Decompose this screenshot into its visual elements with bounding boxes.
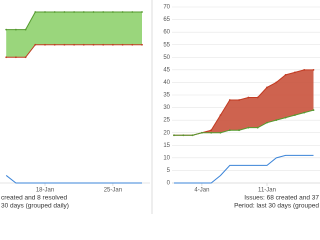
point: [191, 134, 194, 137]
point: [73, 43, 75, 46]
point: [173, 134, 175, 137]
y-tick-label: 60: [163, 30, 170, 36]
point: [131, 11, 134, 13]
point: [44, 11, 46, 13]
point: [275, 119, 278, 122]
series-line: [174, 109, 314, 136]
point: [238, 129, 241, 132]
point: [303, 111, 306, 114]
point: [63, 11, 66, 13]
point: [256, 96, 259, 99]
point: [312, 68, 315, 71]
point: [63, 43, 66, 46]
point: [5, 56, 8, 59]
point: [284, 116, 287, 119]
y-tick-label: 20: [163, 130, 170, 136]
point: [24, 56, 27, 59]
point: [238, 99, 241, 101]
y-tick-label: 15: [163, 143, 170, 149]
point: [228, 99, 231, 101]
point: [141, 11, 143, 13]
point: [266, 121, 268, 124]
point: [219, 114, 222, 117]
point: [15, 28, 17, 31]
point: [284, 73, 287, 76]
point: [53, 11, 56, 13]
point: [53, 43, 56, 46]
point: [34, 11, 37, 13]
x-tick-label: 11-Jan: [258, 188, 276, 194]
point: [210, 131, 213, 134]
y-tick-label: 55: [163, 42, 170, 48]
y-tick-label: 65: [163, 17, 170, 23]
point: [92, 43, 95, 46]
point: [219, 131, 222, 134]
y-tick-label: 45: [163, 67, 170, 73]
point: [247, 96, 250, 99]
point: [201, 131, 203, 134]
footer-text: created and 8 resolved: [1, 195, 68, 202]
footer-text: 30 days (grouped daily): [1, 203, 69, 210]
point: [112, 43, 114, 46]
point: [131, 43, 134, 46]
fill-between: [6, 12, 143, 58]
point: [102, 11, 105, 13]
point: [266, 86, 268, 89]
y-tick-label: 50: [163, 55, 170, 61]
y-tick-label: 40: [163, 80, 170, 86]
point: [24, 28, 27, 31]
x-tick-label: 25-Jan: [104, 188, 122, 194]
point: [102, 43, 105, 46]
y-tick-label: 35: [163, 93, 170, 99]
fill-between: [174, 69, 314, 136]
x-tick-label: 4-Jan: [194, 188, 209, 194]
point: [141, 43, 143, 46]
point: [312, 109, 315, 111]
y-tick-label: 10: [163, 155, 170, 161]
point: [247, 126, 250, 129]
footer-text: Period: last 30 days (grouped: [234, 203, 319, 210]
point: [5, 28, 8, 31]
series-line: [5, 175, 142, 184]
point: [303, 68, 306, 71]
point: [256, 126, 259, 129]
y-tick-label: 0: [167, 181, 171, 187]
point: [182, 134, 185, 137]
point: [121, 43, 124, 46]
x-tick-label: 18-Jan: [36, 188, 54, 194]
series-line: [174, 154, 314, 184]
point: [82, 11, 85, 13]
point: [275, 81, 278, 84]
y-tick-label: 30: [163, 105, 170, 111]
point: [44, 43, 46, 46]
point: [294, 71, 296, 74]
point: [15, 56, 17, 59]
footer-text: Issues: 68 created and 37: [244, 195, 319, 202]
point: [34, 43, 37, 46]
y-tick-label: 5: [167, 168, 171, 174]
point: [210, 129, 213, 132]
point: [228, 129, 231, 132]
point: [73, 11, 75, 13]
point: [121, 11, 124, 13]
y-tick-label: 25: [163, 118, 170, 124]
y-tick-label: 70: [163, 5, 170, 11]
point: [112, 11, 114, 13]
point: [82, 43, 85, 46]
point: [294, 114, 296, 117]
point: [92, 11, 95, 13]
